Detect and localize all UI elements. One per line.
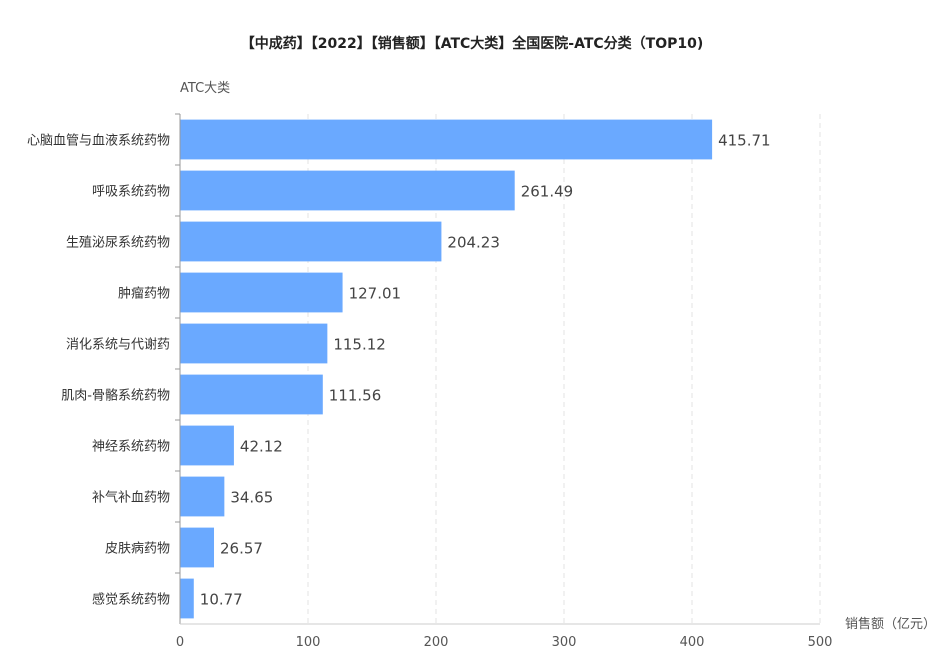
y-category-label: 感觉系统药物 [92, 592, 170, 608]
y-category-label: 补气补血药物 [92, 490, 170, 506]
bar[interactable] [180, 170, 515, 211]
y-category-label: 心脑血管与血液系统药物 [27, 134, 170, 149]
y-category-label: 消化系统与代谢药 [66, 337, 170, 353]
bar-value-label: 127.01 [349, 285, 402, 303]
x-tick-label: 0 [176, 635, 184, 650]
bar-value-label: 261.49 [521, 183, 574, 201]
bar-value-label: 415.71 [718, 132, 771, 150]
y-category-label: 神经系统药物 [92, 440, 170, 455]
axes: 0 100 200 300 400 500 心脑血管与血液系统药物呼吸系统药物生殖泌尿系统药… [27, 113, 833, 650]
bars [180, 119, 713, 619]
y-category-label: 肌肉-骨骼系统药物 [61, 388, 170, 404]
x-tick-label: 400 [680, 635, 705, 650]
bar[interactable] [180, 578, 194, 619]
chart-title: 【中成药】【2022】【销售额】【ATC大类】全国医院-ATC分类（TOP10) [241, 35, 704, 52]
y-category-label: 肿瘤药物 [118, 286, 170, 302]
bar-value-label: 10.77 [200, 591, 243, 609]
bar[interactable] [180, 323, 328, 364]
value-labels: 415.71 261.49 204.23 127.01 115.12 111.56 42.1… [200, 132, 771, 609]
y-category-label: 皮肤病药物 [105, 542, 170, 557]
x-tick-label: 300 [552, 635, 577, 650]
bar[interactable] [180, 374, 323, 415]
x-axis-title: 销售额（亿元） [845, 616, 936, 632]
bar[interactable] [180, 527, 215, 568]
bar-value-label: 204.23 [447, 234, 500, 252]
bar-value-label: 42.12 [240, 438, 283, 456]
bar-value-label: 111.56 [329, 387, 382, 405]
bar[interactable] [180, 425, 234, 466]
bar-value-label: 34.65 [230, 489, 273, 507]
bar[interactable] [180, 221, 442, 262]
x-tick-label: 200 [424, 635, 449, 650]
x-tick-label: 500 [808, 635, 833, 650]
bar-value-label: 26.57 [220, 540, 263, 558]
bar[interactable] [180, 119, 713, 160]
x-tick-label: 100 [296, 635, 321, 650]
bar[interactable] [180, 476, 225, 517]
bar[interactable] [180, 272, 343, 313]
y-category-label: 生殖泌尿系统药物 [66, 235, 170, 251]
bar-value-label: 115.12 [333, 336, 386, 354]
y-category-label: 呼吸系统药物 [92, 185, 170, 200]
y-axis-title: ATC大类 [180, 81, 230, 96]
